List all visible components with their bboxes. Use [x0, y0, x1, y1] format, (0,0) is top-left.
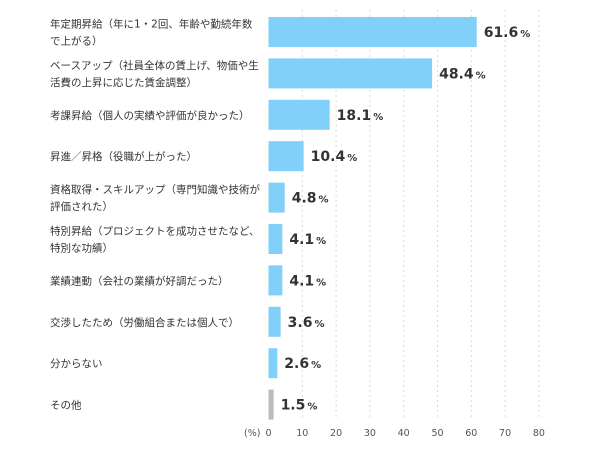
- category-label: 分からない: [50, 358, 103, 370]
- category-label: 考課昇給（個人の実績や評価が良かった）: [50, 109, 250, 122]
- data-label: 4.1%: [289, 232, 326, 248]
- bar: [268, 306, 281, 337]
- category-label: その他: [50, 399, 82, 412]
- data-label: 1.5%: [281, 398, 318, 414]
- category-label: 業績連動（会社の業績が好調だった）: [50, 274, 229, 287]
- data-label: 4.8%: [292, 191, 329, 207]
- x-tick-label: 40: [398, 428, 410, 439]
- data-label: 10.4%: [311, 149, 358, 165]
- category-label: 資格取得・スキルアップ（専門知識や技術が評価された）: [50, 183, 260, 213]
- data-label: 61.6%: [484, 25, 531, 41]
- data-label: 18.1%: [337, 108, 384, 124]
- bar: [268, 99, 330, 130]
- category-labels-layer: 年定期昇給（年に1・2回、年齢や勤続年数で上がる） ベースアップ（社員全体の賃上げ…: [50, 18, 260, 412]
- bar: [268, 17, 477, 47]
- x-axis: 0 10 20 30 40 50 60 70 80 (%): [244, 428, 545, 439]
- data-label: 4.1%: [289, 273, 326, 289]
- x-tick-label: 60: [465, 428, 477, 439]
- bar: [268, 265, 283, 296]
- x-tick-label: 80: [533, 428, 545, 439]
- x-tick-label: 0: [265, 428, 271, 439]
- x-tick-label: 50: [431, 428, 443, 439]
- category-label: 年定期昇給（年に1・2回、年齢や勤続年数で上がる）: [50, 18, 253, 48]
- category-label: 交渉したため（労働組合または個人で）: [50, 316, 239, 329]
- bar: [268, 182, 285, 213]
- bar: [268, 58, 433, 89]
- x-tick-label: 70: [499, 428, 511, 439]
- data-label: 2.6%: [284, 356, 321, 372]
- x-tick-label: 10: [296, 428, 308, 439]
- grid-layer: [301, 10, 540, 420]
- category-label: 昇進／昇格（役職が上がった）: [50, 150, 197, 163]
- data-label: 48.4%: [439, 66, 486, 82]
- bar: [268, 348, 278, 379]
- data-label: 3.6%: [288, 315, 325, 331]
- bar: [268, 224, 283, 254]
- bar: [268, 389, 274, 420]
- value-labels-layer: 61.6 % 48.4 % 18.1 % 10.4 % 4.8 % 4.1 % 4.1 % 3.6 % 2.6%…: [281, 25, 531, 414]
- bar: [268, 141, 304, 172]
- x-tick-label: 20: [330, 428, 342, 439]
- category-label: ベースアップ（社員全体の賃上げ、物価や生活費の上昇に応じた賃金調整）: [50, 59, 259, 89]
- x-axis-unit-label: (%): [244, 428, 260, 439]
- bars-layer: [268, 17, 477, 420]
- category-label: 特別昇給（プロジェクトを成功させたなど、特別な功績）: [50, 225, 259, 255]
- x-tick-label: 30: [364, 428, 376, 439]
